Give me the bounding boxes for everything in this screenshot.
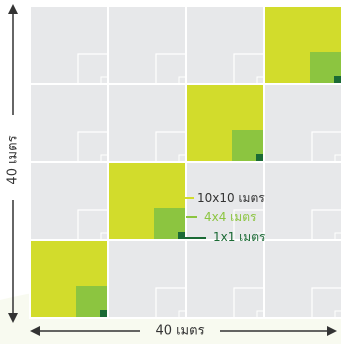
grid-cell-inner-outline [155, 53, 186, 84]
grid-cell-tiny-outline [100, 76, 108, 84]
horizontal-dimension: 40 เมตร [30, 324, 337, 339]
grid-cell [107, 239, 187, 319]
grid-cell-tiny-outline [100, 232, 108, 240]
grid-cell [185, 5, 265, 85]
arrow-left-icon [30, 326, 40, 336]
grid-cell-inner-outline [233, 53, 264, 84]
grid-cell-inner-outline [77, 209, 108, 240]
highlighted-plot [31, 241, 107, 317]
highlighted-plot [187, 85, 263, 161]
grid-cell-tiny-outline [178, 76, 186, 84]
grid-cell-bg [107, 5, 187, 85]
grid-cell [185, 239, 265, 319]
highlighted-plot [109, 163, 185, 239]
arrow-down-icon [8, 313, 18, 323]
arrow-right-icon [327, 326, 337, 336]
grid-cell-inner-outline [155, 287, 186, 318]
grid-cell [185, 161, 265, 241]
grid-cell-tiny-outline [178, 154, 186, 162]
grid-cell-tiny-outline [178, 310, 186, 318]
grid-cell [107, 5, 187, 85]
grid-cell-tiny-outline [256, 232, 264, 240]
grid-cell-tiny-outline [100, 154, 108, 162]
grid-cell [263, 239, 341, 319]
grid-cell-tiny-outline [334, 310, 341, 318]
grid-cell-bg [107, 83, 187, 163]
highlighted-plots [31, 7, 341, 317]
legend-label-1x1: 1x1 เมตร [213, 230, 266, 244]
grid-cell-bg [107, 239, 187, 319]
grid-cell-bg [185, 5, 265, 85]
grid-cell-bg [185, 239, 265, 319]
grid-cell-tiny-outline [256, 310, 264, 318]
arrow-up-icon [8, 4, 18, 14]
grid-cell-tiny-outline [334, 232, 341, 240]
grid-cell [263, 161, 341, 241]
grid-cell-inner-outline [233, 287, 264, 318]
plot-1x1 [334, 76, 341, 83]
horizontal-dimension-label: 40 เมตร [155, 324, 204, 339]
grid-cell-bg [29, 161, 109, 241]
grid-cell-bg [263, 83, 341, 163]
highlighted-plot [265, 7, 341, 83]
grid-cell-inner-outline [155, 131, 186, 162]
grid-cell [29, 83, 109, 163]
plot-1x1 [100, 310, 107, 317]
grid-cell-inner-outline [311, 131, 341, 162]
plot-1x1 [178, 232, 185, 239]
grid-cell-tiny-outline [256, 76, 264, 84]
grid-cell-inner-outline [77, 53, 108, 84]
grid-cell-bg [29, 83, 109, 163]
grid-cell-inner-outline [233, 209, 264, 240]
vertical-dimension: 40 เมตร [6, 4, 21, 323]
legend-label-4x4: 4x4 เมตร [204, 210, 257, 224]
size-legend: 10x10 เมตร 4x4 เมตร 1x1 เมตร [184, 191, 266, 244]
grid-cell-bg [29, 5, 109, 85]
grid-cell-inner-outline [311, 287, 341, 318]
grid-cell [107, 83, 187, 163]
grid-cell [263, 83, 341, 163]
grid-cell-inner-outline [311, 209, 341, 240]
plot-1x1 [256, 154, 263, 161]
grid-cell-bg [263, 239, 341, 319]
grid-cell-inner-outline [77, 131, 108, 162]
legend-label-10x10: 10x10 เมตร [197, 191, 265, 205]
grid-cell-bg [263, 161, 341, 241]
grid-cell [29, 5, 109, 85]
grid-cell [29, 161, 109, 241]
grid-cell-tiny-outline [334, 154, 341, 162]
grid-cell-bg [185, 161, 265, 241]
vertical-dimension-label: 40 เมตร [6, 135, 21, 184]
